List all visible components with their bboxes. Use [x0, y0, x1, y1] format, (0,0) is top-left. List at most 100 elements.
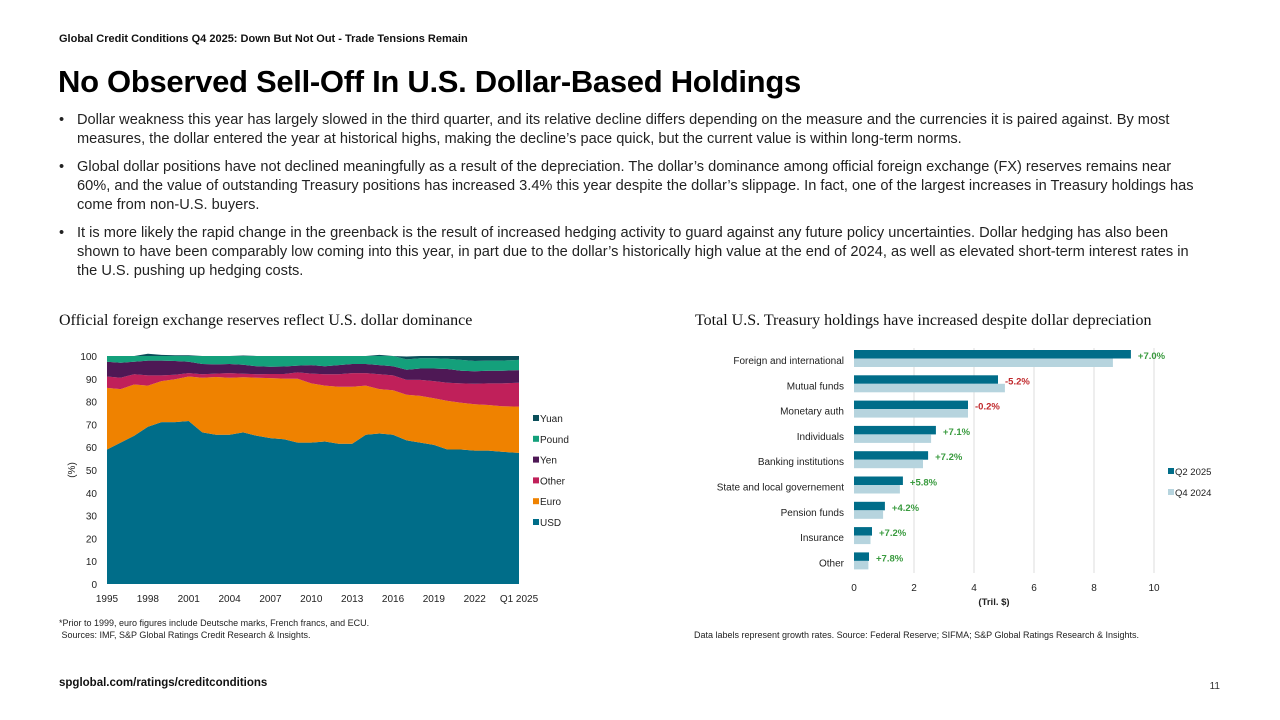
legend-swatch-other — [533, 477, 539, 484]
legend-label: Q2 2025 — [1175, 467, 1211, 478]
category-label: Insurance — [800, 533, 844, 544]
category-label: Foreign and international — [733, 356, 844, 367]
data-label: +5.8% — [910, 478, 938, 489]
y-tick-label: 40 — [86, 489, 98, 500]
x-tick-label: 2004 — [218, 594, 241, 605]
y-tick-label: 70 — [86, 420, 98, 431]
bar-q2-2025 — [854, 501, 885, 511]
category-label: Individuals — [797, 432, 844, 443]
bar-q4-2024 — [854, 434, 932, 443]
bullet-icon: • — [59, 159, 65, 175]
legend-swatch-yen — [533, 456, 539, 463]
x-tick-label: 2022 — [464, 594, 487, 605]
x-tick-label: 2019 — [423, 594, 446, 605]
bar-q2-2025 — [854, 451, 929, 460]
x-tick-label: 4 — [971, 583, 977, 594]
y-tick-label: 20 — [86, 534, 98, 545]
footer-url[interactable]: spglobal.com/ratings/creditconditions — [59, 677, 268, 689]
bar-q2-2025 — [854, 350, 1131, 359]
bar-q4-2024 — [854, 358, 1113, 367]
bullet-item: • Dollar weakness this year has largely s… — [59, 111, 1199, 149]
legend-swatch-usd — [533, 519, 539, 525]
bullet-icon: • — [59, 225, 65, 241]
bar-chart-footnote: Data labels represent growth rates. Sour… — [694, 630, 1140, 640]
legend-label-pound: Pound — [540, 435, 569, 446]
x-tick-label: 1995 — [96, 594, 119, 605]
y-tick-label: 10 — [86, 557, 98, 568]
y-tick-label: 0 — [91, 580, 97, 591]
treasury-holdings-bar-chart: 0 2 4 6 8 10 (Tril. $) Foreign and internationa… — [717, 348, 1211, 608]
bar-q2-2025 — [854, 425, 936, 435]
area-series-other — [107, 372, 519, 407]
data-label: -5.2% — [1005, 376, 1030, 387]
x-tick-label: 0 — [851, 583, 857, 594]
bullet-icon: • — [59, 112, 65, 128]
y-tick-label: 90 — [86, 375, 98, 386]
bar-q4-2024 — [854, 409, 968, 418]
data-label: +7.2% — [879, 528, 907, 539]
area-series-pound — [107, 356, 519, 372]
x-tick-label: 1998 — [137, 594, 160, 605]
area-series-yuan — [107, 353, 519, 361]
bar-q2-2025 — [854, 476, 903, 485]
area-chart-title: Official foreign exchange reserves refle… — [59, 312, 473, 329]
bar-q2-2025 — [854, 552, 869, 561]
x-tick-label: Q1 2025 — [500, 594, 539, 605]
footnote-sources: Sources: IMF, S&P Global Ratings Credit … — [59, 630, 311, 640]
legend-label-euro: Euro — [540, 497, 562, 508]
bar-q4-2024 — [854, 510, 884, 519]
y-tick-label: 80 — [86, 398, 98, 409]
legend-swatch-pound — [533, 435, 539, 442]
y-tick-label: 50 — [86, 466, 98, 477]
x-tick-label: 2016 — [382, 594, 405, 605]
legend-swatch-euro — [533, 498, 539, 505]
x-tick-label: 2013 — [341, 594, 364, 605]
page-title: No Observed Sell-Off In U.S. Dollar-Base… — [58, 64, 801, 99]
x-tick-label: 2001 — [178, 594, 201, 605]
x-tick-label: 2010 — [300, 594, 323, 605]
category-label: Mutual funds — [787, 381, 844, 392]
area-series-yen — [107, 360, 519, 384]
bar-q4-2024 — [854, 560, 869, 570]
area-chart-footnote: *Prior to 1999, euro figures include Deu… — [59, 617, 369, 641]
report-subtitle: Global Credit Conditions Q4 2025: Down B… — [59, 33, 468, 45]
legend-swatch-yuan — [533, 415, 539, 421]
y-axis-label: (%) — [67, 462, 78, 478]
bar-q2-2025 — [854, 400, 968, 410]
legend-label-yen: Yen — [540, 456, 557, 467]
legend-swatch-q4-2024 — [1168, 489, 1174, 495]
legend-swatch-q2-2025 — [1168, 468, 1174, 474]
bullet-item: • Global dollar positions have not declin… — [59, 158, 1199, 215]
bullet-text: It is more likely the rapid change in th… — [77, 225, 1189, 279]
page-number: 11 — [1209, 681, 1220, 692]
footnote-euro: *Prior to 1999, euro figures include Deu… — [59, 618, 370, 628]
x-tick-label: 2007 — [259, 594, 282, 605]
category-label: State and local governement — [717, 483, 845, 494]
y-tick-label: 60 — [86, 443, 98, 454]
data-label: +7.2% — [935, 452, 963, 463]
x-tick-label: 6 — [1031, 583, 1037, 594]
x-tick-label: 2 — [911, 583, 917, 594]
legend-label-usd: USD — [540, 518, 561, 529]
bullet-item: • It is more likely the rapid change in t… — [59, 224, 1199, 281]
bar-q4-2024 — [854, 383, 1005, 393]
y-tick-label: 100 — [80, 352, 97, 363]
category-label: Other — [819, 558, 845, 569]
legend-label-yuan: Yuan — [540, 414, 563, 425]
bar-q2-2025 — [854, 527, 872, 536]
fx-reserves-area-chart: 0 10 20 30 40 50 60 70 80 90 100 1995 1998 2001 2004 20… — [67, 352, 569, 605]
bar-q4-2024 — [854, 459, 923, 469]
data-label: -0.2% — [975, 402, 1000, 413]
x-tick-label: 10 — [1148, 583, 1160, 594]
data-label: +4.2% — [892, 503, 920, 514]
bullet-text: Global dollar positions have not decline… — [77, 159, 1194, 213]
category-label: Banking institutions — [758, 457, 844, 468]
x-tick-label: 8 — [1091, 583, 1097, 594]
data-label: +7.8% — [876, 553, 904, 564]
data-label: +7.1% — [943, 427, 971, 438]
bullet-list: • Dollar weakness this year has largely s… — [59, 111, 1199, 290]
x-axis-label: (Tril. $) — [978, 597, 1009, 608]
bar-q4-2024 — [854, 485, 900, 494]
area-series-euro — [107, 376, 519, 453]
bar-chart-title: Total U.S. Treasury holdings have increa… — [695, 312, 1152, 329]
